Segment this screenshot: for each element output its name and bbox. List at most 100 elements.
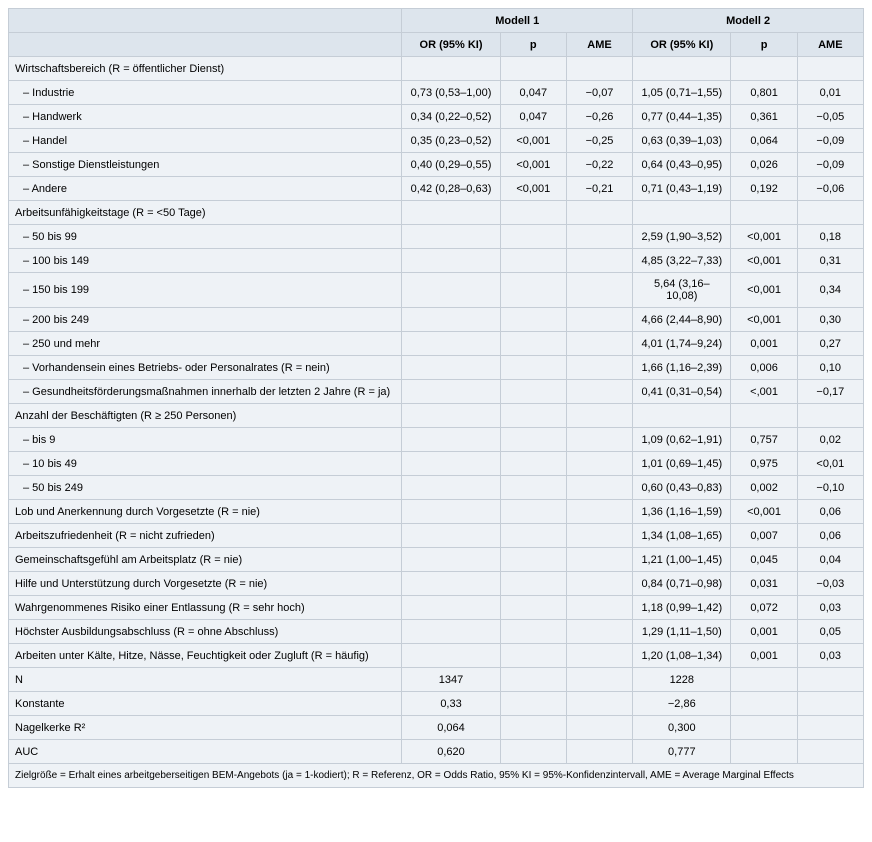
empty-cell [797,57,863,81]
table-row: – Sonstige Dienstleistungen0,40 (0,29–0,… [9,153,864,177]
row-label: – Industrie [9,81,402,105]
row-value [566,332,632,356]
table-row: – 100 bis 1494,85 (3,22–7,33)<0,0010,31 [9,249,864,273]
row-value: 0,02 [797,428,863,452]
row-value [500,356,566,380]
row-value: 0,41 (0,31–0,54) [633,380,731,404]
row-value [731,716,797,740]
row-value: <,001 [731,380,797,404]
empty-cell [500,57,566,81]
row-value [566,548,632,572]
row-value: 0,007 [731,524,797,548]
row-label: Lob und Anerkennung durch Vorgesetzte (R… [9,500,402,524]
row-value [566,692,632,716]
row-value: 1,01 (0,69–1,45) [633,452,731,476]
row-value: <0,001 [500,129,566,153]
row-label: – 150 bis 199 [9,273,402,308]
header-m2-ame: AME [797,33,863,57]
row-value: 0,71 (0,43–1,19) [633,177,731,201]
row-value [566,225,632,249]
row-value [797,716,863,740]
row-label: – Vorhandensein eines Betriebs- oder Per… [9,356,402,380]
table-row: – 150 bis 1995,64 (3,16–10,08)<0,0010,34 [9,273,864,308]
row-value [566,356,632,380]
row-value [402,452,500,476]
row-value [566,476,632,500]
row-value: 0,01 [797,81,863,105]
row-value: 0,975 [731,452,797,476]
table-body: Wirtschaftsbereich (R = öffentlicher Die… [9,57,864,764]
row-value [731,740,797,764]
empty-cell [402,201,500,225]
row-value: 0,300 [633,716,731,740]
table-row: – bis 91,09 (0,62–1,91)0,7570,02 [9,428,864,452]
table-row: – Industrie0,73 (0,53–1,00)0,047−0,071,0… [9,81,864,105]
row-value: 0,03 [797,644,863,668]
row-value: 0,047 [500,105,566,129]
row-value: 0,001 [731,620,797,644]
row-value: 0,77 (0,44–1,35) [633,105,731,129]
row-value: 0,001 [731,644,797,668]
row-value [566,596,632,620]
empty-cell [797,404,863,428]
row-value [500,716,566,740]
row-value [402,572,500,596]
row-value [566,668,632,692]
row-value: 0,84 (0,71–0,98) [633,572,731,596]
row-value [566,620,632,644]
row-value: −0,09 [797,129,863,153]
row-value: 0,18 [797,225,863,249]
row-label: – 50 bis 249 [9,476,402,500]
row-value [500,476,566,500]
row-value: <0,001 [731,273,797,308]
row-value: 5,64 (3,16–10,08) [633,273,731,308]
row-label: Hilfe und Unterstützung durch Vorgesetzt… [9,572,402,596]
row-value: 0,006 [731,356,797,380]
row-value [731,692,797,716]
row-value: 0,34 (0,22–0,52) [402,105,500,129]
row-value [402,356,500,380]
table-row: – 50 bis 2490,60 (0,43–0,83)0,002−0,10 [9,476,864,500]
row-value: <0,001 [500,177,566,201]
table-row: Nagelkerke R²0,0640,300 [9,716,864,740]
table-row: Lob und Anerkennung durch Vorgesetzte (R… [9,500,864,524]
row-label: Konstante [9,692,402,716]
section-header-row: Anzahl der Beschäftigten (R ≥ 250 Person… [9,404,864,428]
row-value [402,500,500,524]
row-value: −0,22 [566,153,632,177]
row-value: −0,26 [566,105,632,129]
row-value: 0,06 [797,500,863,524]
row-value: 0,047 [500,81,566,105]
empty-cell [566,201,632,225]
row-label: Arbeiten unter Kälte, Hitze, Nässe, Feuc… [9,644,402,668]
row-value [402,225,500,249]
row-value [500,225,566,249]
table-row: Hilfe und Unterstützung durch Vorgesetzt… [9,572,864,596]
row-value [566,644,632,668]
empty-cell [500,404,566,428]
row-value: 0,42 (0,28–0,63) [402,177,500,201]
row-value: <0,001 [731,225,797,249]
row-value: 2,59 (1,90–3,52) [633,225,731,249]
row-label: – 250 und mehr [9,332,402,356]
row-value: 1,18 (0,99–1,42) [633,596,731,620]
table-row: N13471228 [9,668,864,692]
row-label: – 200 bis 249 [9,308,402,332]
row-value: 1,36 (1,16–1,59) [633,500,731,524]
row-value: 0,031 [731,572,797,596]
row-value [731,668,797,692]
row-value: 0,60 (0,43–0,83) [633,476,731,500]
row-value: 0,757 [731,428,797,452]
empty-cell [633,57,731,81]
row-value: 0,31 [797,249,863,273]
table-row: Wahrgenommenes Risiko einer Entlassung (… [9,596,864,620]
row-value: 4,01 (1,74–9,24) [633,332,731,356]
row-value: −0,06 [797,177,863,201]
table-row: Gemeinschaftsgefühl am Arbeitsplatz (R =… [9,548,864,572]
row-value [402,524,500,548]
row-value [797,668,863,692]
row-value: 0,045 [731,548,797,572]
row-value: 1347 [402,668,500,692]
row-value: 0,064 [731,129,797,153]
empty-cell [566,404,632,428]
